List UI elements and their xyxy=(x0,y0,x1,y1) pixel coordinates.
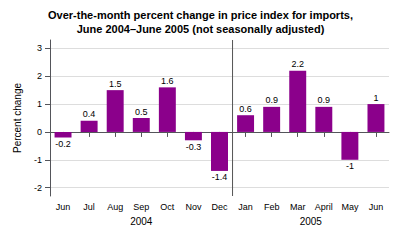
svg-text:0.5: 0.5 xyxy=(135,107,148,117)
svg-text:2.2: 2.2 xyxy=(291,59,304,69)
svg-text:2: 2 xyxy=(37,71,42,81)
svg-text:1: 1 xyxy=(373,93,378,103)
svg-text:Percent change: Percent change xyxy=(12,83,23,153)
svg-text:June 2004–June 2005 (not seaso: June 2004–June 2005 (not seasonally adju… xyxy=(77,23,325,35)
svg-text:May: May xyxy=(341,202,359,212)
svg-text:-0.3: -0.3 xyxy=(186,142,202,152)
svg-text:Jun: Jun xyxy=(56,202,71,212)
svg-text:1.6: 1.6 xyxy=(161,76,174,86)
svg-text:Jul: Jul xyxy=(83,202,95,212)
svg-text:-2: -2 xyxy=(34,183,42,193)
svg-text:2004: 2004 xyxy=(130,216,153,227)
svg-text:Jun: Jun xyxy=(369,202,384,212)
svg-text:0.9: 0.9 xyxy=(265,95,278,105)
svg-text:Dec: Dec xyxy=(211,202,228,212)
svg-text:April: April xyxy=(315,202,333,212)
svg-text:0.4: 0.4 xyxy=(83,109,96,119)
svg-text:Aug: Aug xyxy=(107,202,123,212)
svg-text:2005: 2005 xyxy=(300,216,323,227)
svg-text:-1: -1 xyxy=(34,155,42,165)
svg-text:0: 0 xyxy=(37,127,42,137)
svg-text:-1.4: -1.4 xyxy=(212,172,228,182)
svg-text:Nov: Nov xyxy=(185,202,202,212)
svg-text:3: 3 xyxy=(37,43,42,53)
svg-text:1.5: 1.5 xyxy=(109,79,122,89)
svg-text:Feb: Feb xyxy=(264,202,280,212)
svg-text:Sep: Sep xyxy=(133,202,149,212)
svg-text:Over-the-month percent change: Over-the-month percent change in price i… xyxy=(48,9,353,21)
svg-text:Mar: Mar xyxy=(290,202,306,212)
svg-text:Oct: Oct xyxy=(160,202,175,212)
svg-text:Jan: Jan xyxy=(238,202,253,212)
svg-text:-0.2: -0.2 xyxy=(55,139,71,149)
svg-text:1: 1 xyxy=(37,99,42,109)
svg-text:-1: -1 xyxy=(346,161,354,171)
svg-text:0.9: 0.9 xyxy=(318,95,331,105)
svg-text:0.6: 0.6 xyxy=(239,104,252,114)
